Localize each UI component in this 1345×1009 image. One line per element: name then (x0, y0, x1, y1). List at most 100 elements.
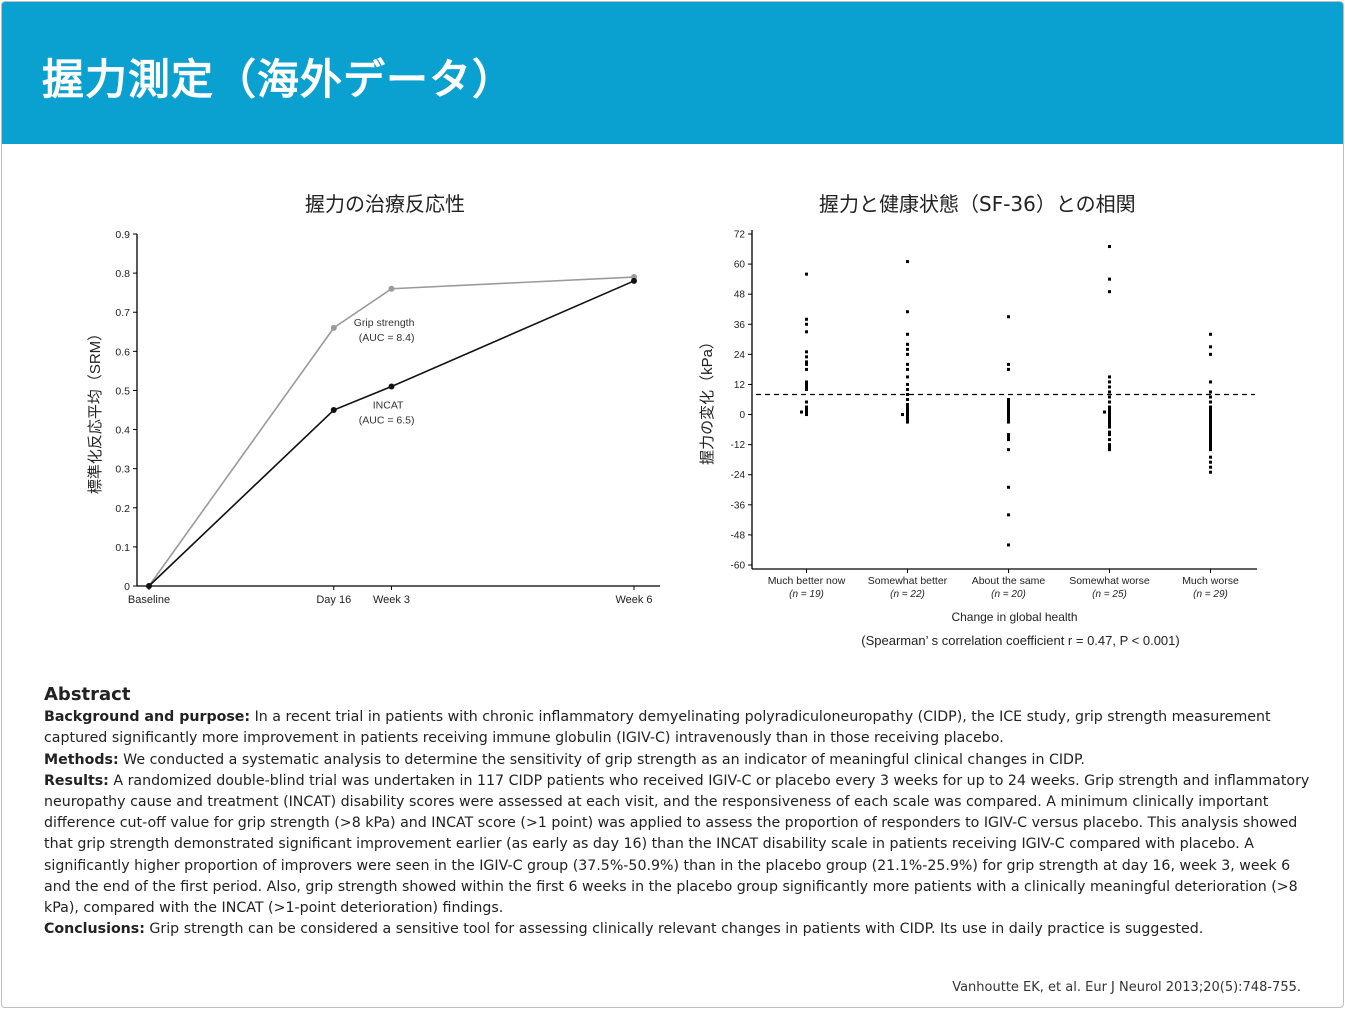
data-point (1209, 423, 1212, 427)
conclusions-text: Grip strength can be considered a sensit… (144, 921, 1204, 938)
data-point (805, 405, 808, 409)
page-title: 握力測定（海外データ） (42, 55, 516, 104)
series-annotation-grip-strength: (AUC = 8.4) (359, 332, 415, 344)
data-point (1209, 443, 1212, 447)
x-tick-label: Somewhat better (868, 575, 948, 587)
abstract-body: Background and purpose: In a recent tria… (44, 707, 1314, 940)
x-axis-label: Change in global health (951, 610, 1077, 624)
data-point (1108, 245, 1111, 249)
data-point (1209, 332, 1212, 336)
data-point (805, 400, 808, 404)
data-point (906, 352, 909, 356)
data-point (1007, 435, 1010, 439)
x-tick-label: Much worse (1182, 575, 1239, 587)
data-point (1209, 400, 1212, 404)
data-point (906, 420, 909, 424)
data-point (1108, 395, 1111, 399)
methods-label: Methods: (44, 751, 119, 768)
data-point (1108, 443, 1111, 447)
y-tick-label: 0.5 (115, 385, 130, 397)
data-point (1007, 400, 1010, 404)
data-point (1108, 430, 1111, 434)
data-point (1209, 438, 1212, 442)
data-point (1108, 408, 1111, 412)
data-point (805, 385, 808, 389)
data-point (1007, 367, 1010, 371)
series-line-grip-strength (148, 276, 635, 587)
data-point (1108, 277, 1111, 281)
y-tick-label: 0 (739, 410, 745, 421)
data-point (1007, 398, 1010, 401)
y-tick-label: 12 (734, 380, 746, 391)
data-point (1209, 390, 1212, 394)
x-tick-label: Day 16 (316, 594, 351, 606)
data-point (906, 408, 909, 412)
data-point (388, 285, 395, 292)
data-point (800, 410, 803, 414)
data-point (1209, 345, 1212, 349)
data-point (1108, 448, 1111, 452)
data-point (805, 355, 808, 359)
header-bar: 握力測定（海外データ） (2, 2, 1343, 144)
y-tick-label: -24 (731, 470, 746, 481)
citation: Vanhoutte EK, et al. Eur J Neurol 2013;2… (952, 980, 1301, 995)
y-tick-label: 0.6 (115, 346, 130, 358)
x-tick-count: (n = 29) (1193, 589, 1228, 600)
data-point (906, 310, 909, 314)
data-point (1108, 385, 1111, 389)
y-tick-label: -12 (731, 440, 746, 451)
data-point (1007, 408, 1010, 412)
data-point (388, 383, 395, 390)
data-point (1209, 460, 1212, 464)
data-point (1108, 438, 1111, 442)
data-point (805, 272, 808, 276)
results-text: A randomized double-blind trial was unde… (44, 772, 1310, 917)
data-point (906, 415, 909, 419)
x-tick-count: (n = 19) (789, 589, 824, 600)
left-chart-title: 握力の治療反応性 (305, 192, 465, 216)
srm-line-chart: 0 0.1 0.2 0.3 0.4 0.5 0.6 0.7 0.8 0.9 Baseline Day … (87, 229, 660, 606)
data-point (330, 324, 337, 331)
data-point (1209, 445, 1212, 449)
data-point (1108, 425, 1111, 429)
data-point (906, 347, 909, 351)
data-point (1007, 513, 1010, 517)
data-point (1108, 400, 1111, 404)
y-tick-label: 48 (734, 290, 746, 301)
data-point (805, 382, 808, 386)
y-tick-label: 0.1 (115, 542, 130, 554)
data-point (1108, 380, 1111, 384)
y-tick-label: 0.8 (115, 268, 130, 280)
data-point (906, 382, 909, 386)
x-tick-label: Much better now (768, 575, 846, 587)
y-tick-label: -36 (731, 500, 746, 511)
y-axis-label: 標準化反応平均（SRM） (87, 326, 104, 494)
y-tick-label: 36 (734, 320, 746, 331)
data-point (906, 375, 909, 379)
x-tick-label: Somewhat worse (1069, 575, 1150, 587)
y-tick-label: 0 (124, 581, 130, 593)
data-point (1108, 410, 1111, 414)
y-tick-label: 60 (734, 260, 746, 271)
data-point (1209, 395, 1212, 399)
data-point (1209, 408, 1212, 412)
data-point (1007, 448, 1010, 452)
data-point (906, 342, 909, 346)
data-point (1108, 290, 1111, 294)
data-point (906, 403, 909, 407)
series-annotation-incat: (AUC = 6.5) (359, 415, 415, 427)
data-point (1007, 415, 1010, 419)
data-point (1209, 435, 1212, 439)
data-point (330, 407, 337, 413)
data-point (1007, 418, 1010, 422)
data-point (1108, 415, 1111, 419)
data-point (805, 408, 808, 412)
data-point (1108, 375, 1111, 379)
data-point (1007, 362, 1010, 366)
right-chart-title: 握力と健康状態（SF-36）との相関 (819, 192, 1136, 216)
data-point (901, 413, 904, 417)
data-point (1108, 405, 1111, 409)
data-point (1209, 465, 1212, 469)
data-point (1209, 428, 1212, 432)
